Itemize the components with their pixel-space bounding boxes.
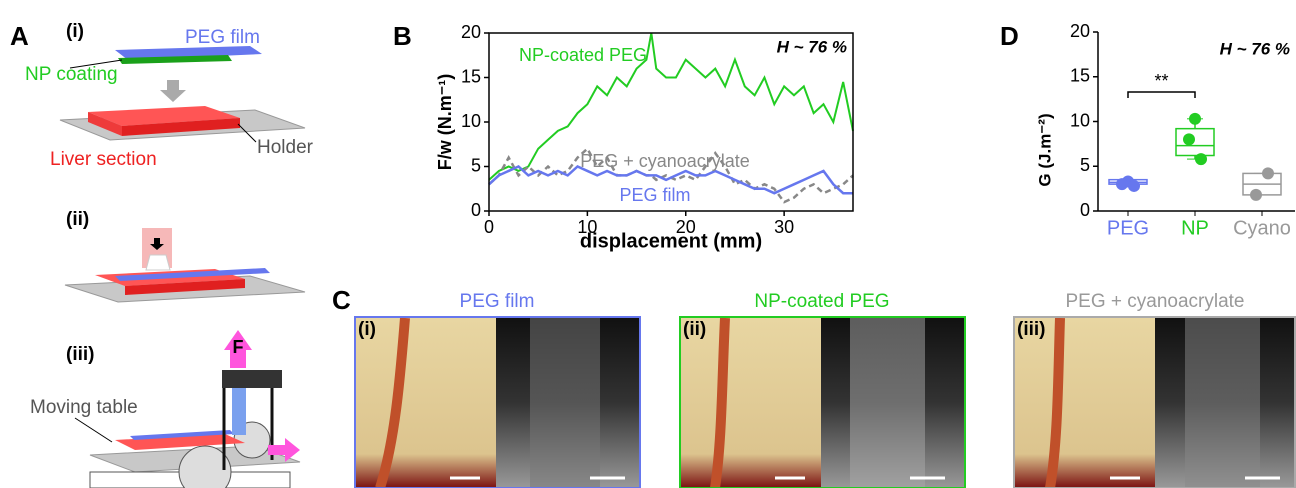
y-tick-label: 10 (1070, 110, 1090, 130)
leader (74, 417, 113, 443)
y-tick-label: 20 (1070, 21, 1090, 41)
photo-frame (1013, 316, 1296, 488)
x-tick-label: PEG (1107, 217, 1149, 239)
film-strip (710, 317, 730, 488)
data-point (1189, 112, 1201, 125)
y-tick-label: 15 (1070, 66, 1090, 86)
peg-film (115, 268, 270, 281)
liver-side (88, 112, 122, 136)
data-point (1195, 153, 1207, 166)
x-tick-label: Cyano (1233, 217, 1291, 239)
peg-film (130, 430, 234, 440)
data-point (1262, 167, 1274, 180)
x-tick-label: 0 (484, 217, 494, 237)
data-point (1183, 133, 1195, 146)
arrow (150, 238, 164, 250)
panel-letter: B (393, 21, 412, 51)
label: PEG film (185, 27, 260, 48)
line-series (488, 146, 854, 204)
data-point (1116, 178, 1128, 191)
photo-frame (354, 316, 641, 488)
photo (1015, 318, 1155, 488)
annotation: H ~ 76 % (1220, 39, 1290, 58)
force-arrow (224, 330, 252, 368)
press-tip (145, 254, 171, 271)
leader (69, 59, 123, 69)
film-strip (530, 318, 600, 488)
step-label: (i) (66, 21, 84, 42)
step-label: (iii) (66, 344, 95, 365)
photo-title: PEG film (460, 291, 535, 312)
photo-label: (i) (358, 319, 376, 340)
significance-bracket (1127, 91, 1196, 98)
panel-c: C PEG film NP-coated PEG PEG + cyanoacry… (332, 285, 1296, 488)
box (1175, 127, 1215, 157)
y-axis-label: F/w (N.m⁻¹) (435, 74, 455, 171)
series-label: PEG + cyanoacrylate (580, 151, 750, 171)
x-tick-label: NP (1181, 217, 1209, 239)
annotation: H ~ 76 % (777, 37, 847, 56)
label: F (233, 337, 244, 357)
y-tick-label: 5 (1080, 155, 1090, 175)
series-label: PEG film (619, 185, 690, 205)
x-tick-label: 20 (676, 217, 696, 237)
label: Moving table (30, 397, 138, 418)
panel-a: A (i) PEG film NP coating Liver section … (10, 21, 314, 488)
label: Holder (257, 137, 314, 158)
photo-pair: (i) (354, 316, 641, 488)
clamp (222, 370, 282, 388)
liver-side (122, 118, 240, 136)
move-arrow (268, 438, 300, 462)
panel-letter: A (10, 21, 29, 51)
y-tick-label: 5 (471, 155, 481, 175)
x-axis-label: displacement (mm) (580, 230, 762, 252)
np-layer (118, 55, 232, 64)
panel-letter: D (1000, 21, 1019, 51)
line-series (488, 32, 854, 181)
y-tick-label: 10 (461, 111, 481, 131)
photo-title: PEG + cyanoacrylate (1065, 291, 1244, 312)
liver-side (125, 279, 245, 295)
film-strip (850, 318, 925, 488)
series-label: NP-coated PEG (519, 45, 647, 65)
x-tick-label: 10 (577, 217, 597, 237)
label: NP coating (25, 64, 118, 85)
y-tick-label: 15 (461, 66, 481, 86)
photo (356, 318, 496, 488)
leader (237, 123, 257, 143)
significance: ** (1154, 71, 1168, 91)
photo-frame (679, 316, 966, 488)
y-tick-label: 0 (1080, 200, 1090, 220)
x-tick-label: 30 (774, 217, 794, 237)
peg-film (115, 46, 262, 60)
photo-title: NP-coated PEG (754, 291, 889, 312)
step-label: (ii) (66, 209, 89, 230)
data-point (1128, 179, 1140, 192)
photo-label: (ii) (683, 319, 706, 340)
liver (115, 434, 245, 450)
arrow (160, 80, 186, 102)
y-tick-label: 0 (471, 200, 481, 220)
y-axis-label: G (J.m⁻²) (1035, 113, 1054, 186)
liver (88, 106, 240, 126)
film-strip (1185, 318, 1260, 488)
line-series (488, 165, 853, 195)
film-pull (232, 385, 246, 435)
photo-label: (iii) (1017, 319, 1046, 340)
y-tick-label: 20 (461, 22, 481, 42)
film-strip (1045, 317, 1065, 488)
photo-pair: (iii) (1013, 316, 1296, 488)
film-strip (375, 317, 410, 488)
panel-letter: C (332, 285, 351, 315)
photo (681, 318, 821, 488)
data-point (1250, 188, 1262, 201)
wheel (178, 445, 232, 488)
label: Liver section (50, 149, 157, 170)
photo-pair: (ii) (679, 316, 966, 488)
